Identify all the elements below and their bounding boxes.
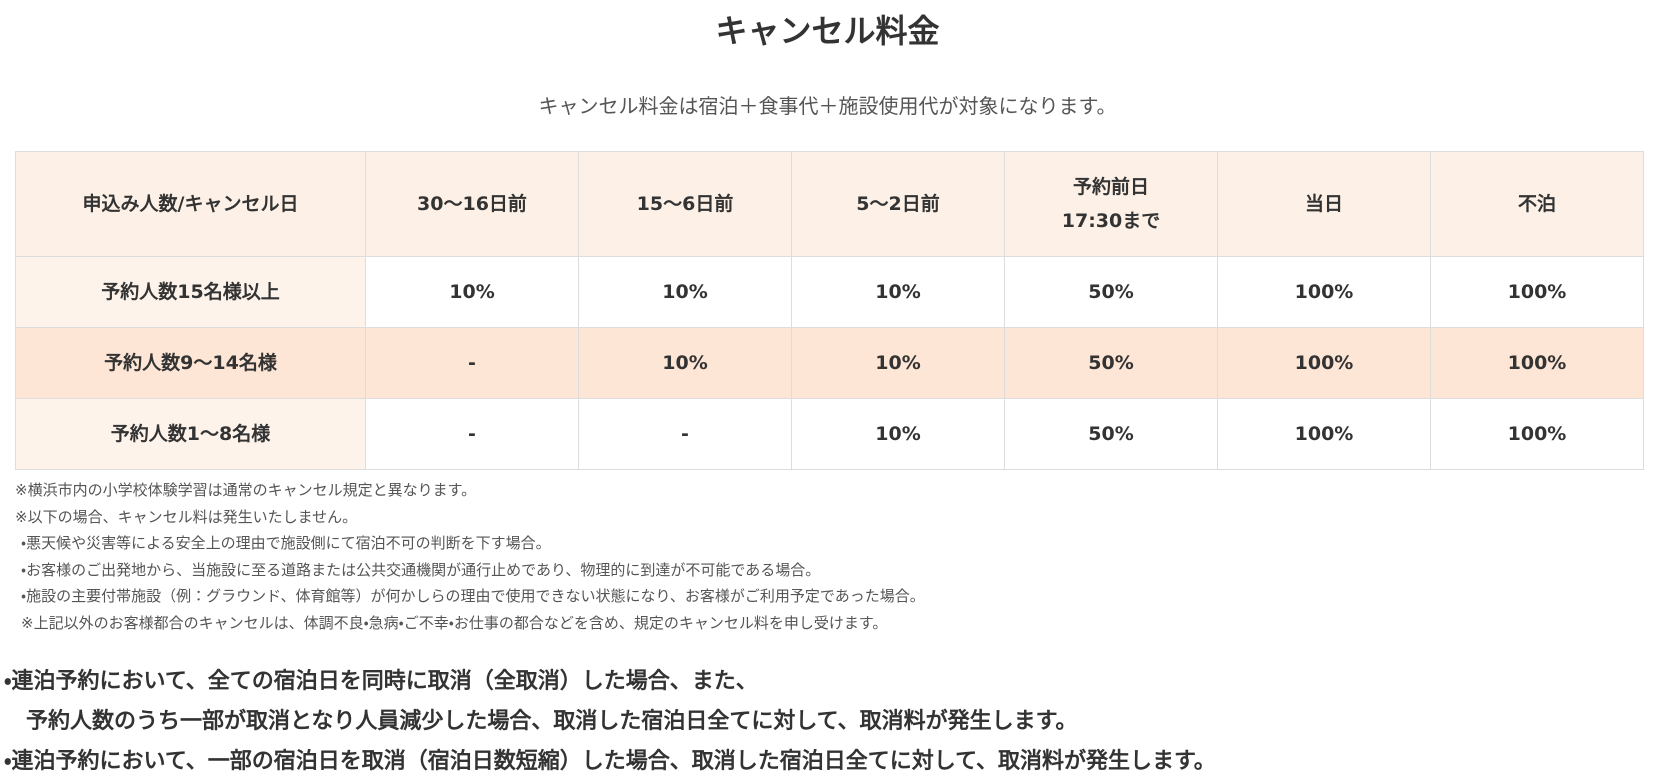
- table-row: 予約人数9〜14名様 -10% 10% 50% 100% 100%: [15, 327, 1644, 399]
- bullet-line: 連泊予約において、一部の宿泊日を取消（宿泊日数短縮）した場合、取消した宿泊日全て…: [4, 742, 1215, 782]
- cell: 50%: [1004, 327, 1218, 399]
- cell: 100%: [1430, 398, 1644, 470]
- cell: 100%: [1430, 256, 1644, 328]
- cell: 100%: [1217, 256, 1431, 328]
- cell: 10%: [791, 256, 1005, 328]
- bullet-line: 予約人数のうち一部が取消となり人員減少した場合、取消した宿泊日全てに対して、取消…: [26, 709, 1078, 734]
- cell: 100%: [1217, 327, 1431, 399]
- header-cell: 5〜2日前: [791, 151, 1005, 257]
- subtitle: キャンセル料金は宿泊＋食事代＋施設使用代が対象になります。: [538, 94, 1117, 118]
- header-cell: 不泊: [1430, 151, 1644, 257]
- header-cell: 15〜6日前: [578, 151, 792, 257]
- bullets: 連泊予約において、全ての宿泊日を同時に取消（全取消）した場合、また、予約人数のう…: [4, 662, 1216, 782]
- header-cell: 30〜16日前: [365, 151, 579, 257]
- bullet-line: 連泊予約において、全ての宿泊日を同時に取消（全取消）した場合、また、: [4, 662, 1216, 702]
- cancel-table: 申込み人数/キャンセル日 30〜16日前 15〜6日前 5〜2日前 予約前日 17:30…: [15, 151, 1644, 470]
- cell: 100%: [1430, 327, 1644, 399]
- cell: 100%: [1217, 398, 1431, 470]
- row-label: 予約人数1〜8名様: [15, 398, 366, 470]
- note: ・施設の主要付帯施設（例：グラウンド、体育館等）が何かしらの理由で使用できない状…: [21, 587, 925, 605]
- table-row: 予約人数15名様以上 10% 10% 10% 50% 100% 100%: [15, 256, 1644, 328]
- header-cell: 申込み人数/キャンセル日: [15, 151, 366, 257]
- table-row: 予約人数1〜8名様 - -10% 50% 100% 100%: [15, 398, 1644, 470]
- cell: 10%: [578, 327, 792, 399]
- cell: 10%: [578, 256, 792, 328]
- cell: 10%: [791, 398, 1005, 470]
- row-label: 予約人数15名様以上: [15, 256, 366, 328]
- cell: -: [365, 398, 579, 470]
- note: ※横浜市内の小学校体験学習は通常のキャンセル規定と異なります。: [15, 481, 477, 499]
- notes: ※横浜市内の小学校体験学習は通常のキャンセル規定と異なります。 ※以下の場合、キャ…: [15, 477, 925, 636]
- note: ※上記以外のお客様都合のキャンセルは、体調不良・急病・ご不幸・お仕事の都合などを…: [21, 613, 888, 632]
- title: キャンセル料金: [715, 12, 940, 50]
- header-cell: 予約前日 17:30まで: [1004, 151, 1218, 257]
- cell: -: [578, 398, 792, 470]
- note: ・悪天候や災害等による安全上の理由で施設側にて宿泊不可の判断を下す場合。: [21, 534, 551, 552]
- header-cell: 当日: [1217, 151, 1431, 257]
- row-label: 予約人数9〜14名様: [15, 327, 366, 399]
- note: ・お客様のご出発地から、当施設に至る道路または公共交通機関が通行止めであり、物理…: [21, 560, 821, 579]
- cell: -: [365, 327, 579, 399]
- cell: 50%: [1004, 256, 1218, 328]
- cell: 50%: [1004, 398, 1218, 470]
- note: ※以下の場合、キャンセル料は発生いたしません。: [15, 507, 358, 526]
- cell: 10%: [365, 256, 579, 328]
- cell: 10%: [791, 327, 1005, 399]
